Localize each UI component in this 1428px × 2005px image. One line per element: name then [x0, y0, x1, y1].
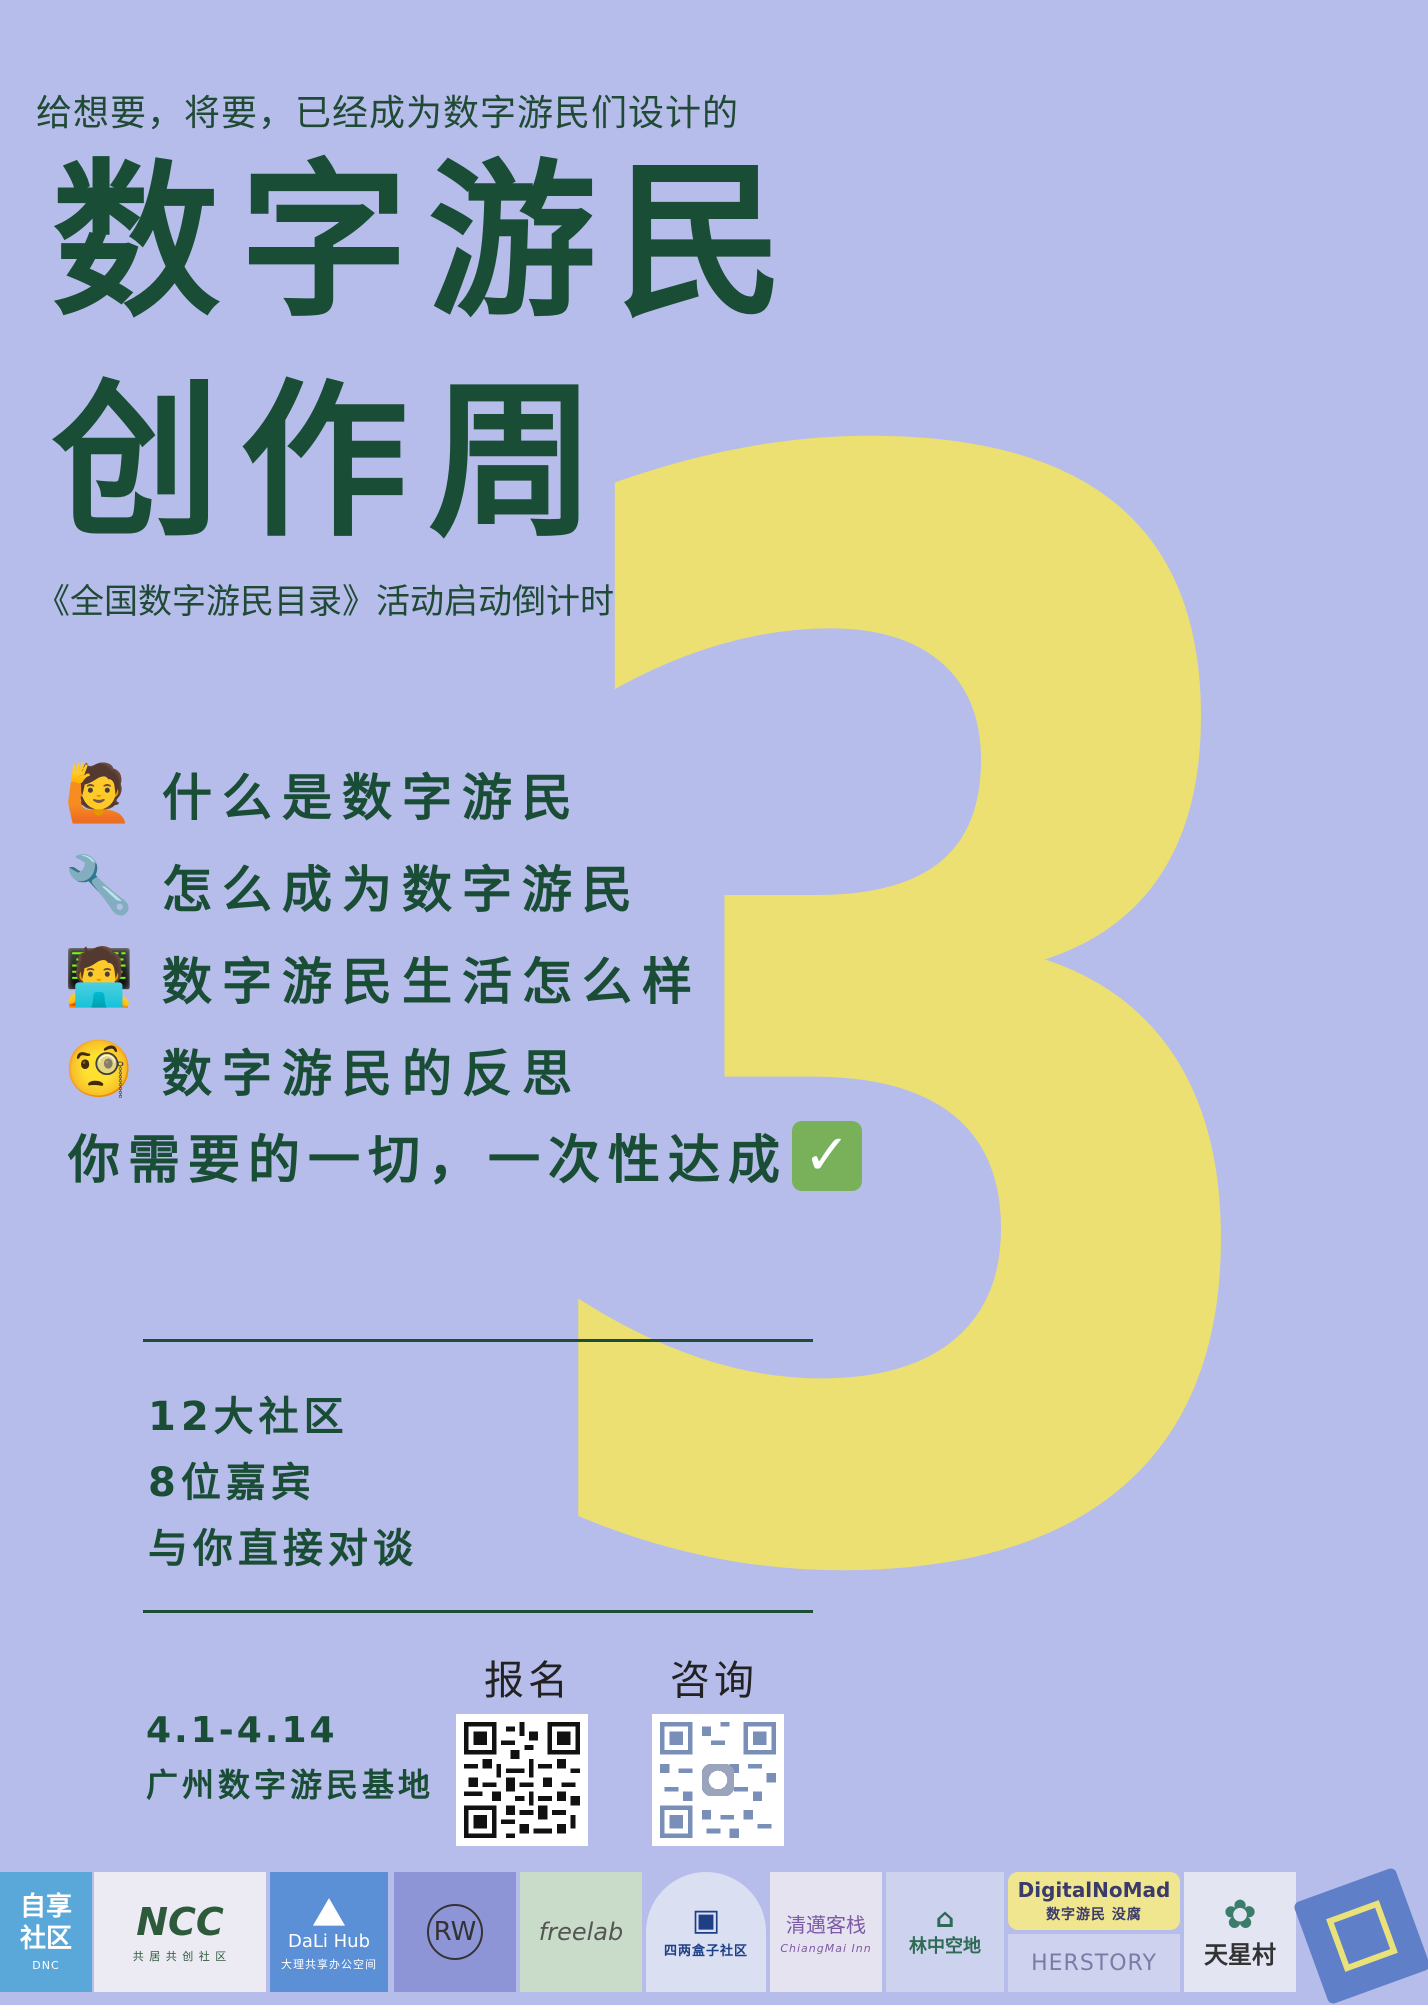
- feature-text: 数字游民生活怎么样: [162, 953, 702, 1011]
- feature-list: 🙋 什么是数字游民 🔧 怎么成为数字游民 🧑‍💻 数字游民生活怎么样 🧐 数字游…: [64, 748, 702, 1116]
- partner-logo: DigitalNoMad 数字游民 没腐: [1008, 1872, 1180, 1930]
- countdown-number: 3: [500, 157, 1315, 1903]
- stats-list: 12大社区 8位嘉宾 与你直接对谈: [148, 1384, 418, 1582]
- feature-item: 🧑‍💻 数字游民生活怎么样: [64, 932, 702, 1024]
- stat-guests: 8位嘉宾: [148, 1460, 316, 1506]
- check-mark-icon: ✓: [792, 1120, 863, 1191]
- consult-label: 咨询: [670, 1658, 758, 1704]
- partner-logo: ⌂ 林中空地: [886, 1872, 1004, 1992]
- stat-dialogue: 与你直接对谈: [148, 1526, 418, 1572]
- partner-logo-strip: 自享 社区 DNC NCC 共 居 共 创 社 区 ⛰ DaLi Hub 大理共…: [0, 1866, 1428, 2005]
- partner-logo: RW: [394, 1872, 516, 1992]
- wrench-icon: 🔧: [64, 853, 134, 918]
- partner-logo: freelab: [520, 1872, 642, 1992]
- signup-qr-code[interactable]: [456, 1714, 588, 1846]
- technologist-icon: 🧑‍💻: [64, 945, 134, 1010]
- feature-text: 什么是数字游民: [162, 769, 582, 827]
- divider: [143, 1339, 813, 1342]
- subtitle: 《全国数字游民目录》活动启动倒计时: [36, 582, 614, 622]
- divider: [143, 1610, 813, 1613]
- partner-logo: ⛰ DaLi Hub 大理共享办公空间: [270, 1872, 388, 1992]
- page-title-line-2: 创作周: [52, 364, 616, 560]
- tagline: 给想要，将要，已经成为数字游民们设计的: [36, 93, 740, 134]
- feature-text: 怎么成为数字游民: [162, 861, 642, 919]
- feature-item: 🧐 数字游民的反思: [64, 1024, 702, 1116]
- partner-logo: HERSTORY: [1008, 1934, 1180, 1992]
- event-venue: 广州数字游民基地: [146, 1766, 435, 1804]
- partner-logo: 清邁客栈 ChiangMai Inn: [770, 1872, 882, 1992]
- event-date: 4.1-4.14: [146, 1710, 338, 1751]
- feature-text: 数字游民的反思: [162, 1045, 582, 1103]
- consult-qr-code[interactable]: [652, 1714, 784, 1846]
- partner-logo: 自享 社区 DNC: [0, 1872, 92, 1992]
- partner-logo: [1292, 1866, 1428, 2005]
- summary-line: 你需要的一切，一次性达成 ✓: [68, 1118, 863, 1193]
- stat-communities: 12大社区: [148, 1394, 349, 1440]
- signup-label: 报名: [484, 1658, 572, 1704]
- feature-item: 🙋 什么是数字游民: [64, 748, 702, 840]
- partner-logo: ✿ 天星村: [1184, 1872, 1296, 1992]
- feature-item: 🔧 怎么成为数字游民: [64, 840, 702, 932]
- person-raising-hand-icon: 🙋: [64, 761, 134, 826]
- page-title-line-1: 数字游民: [52, 144, 804, 340]
- monocle-face-icon: 🧐: [64, 1037, 134, 1102]
- summary-text: 你需要的一切，一次性达成: [68, 1131, 789, 1191]
- partner-logo: NCC 共 居 共 创 社 区: [94, 1872, 266, 1992]
- partner-logo: ▣ 四两盒子社区: [646, 1872, 766, 1992]
